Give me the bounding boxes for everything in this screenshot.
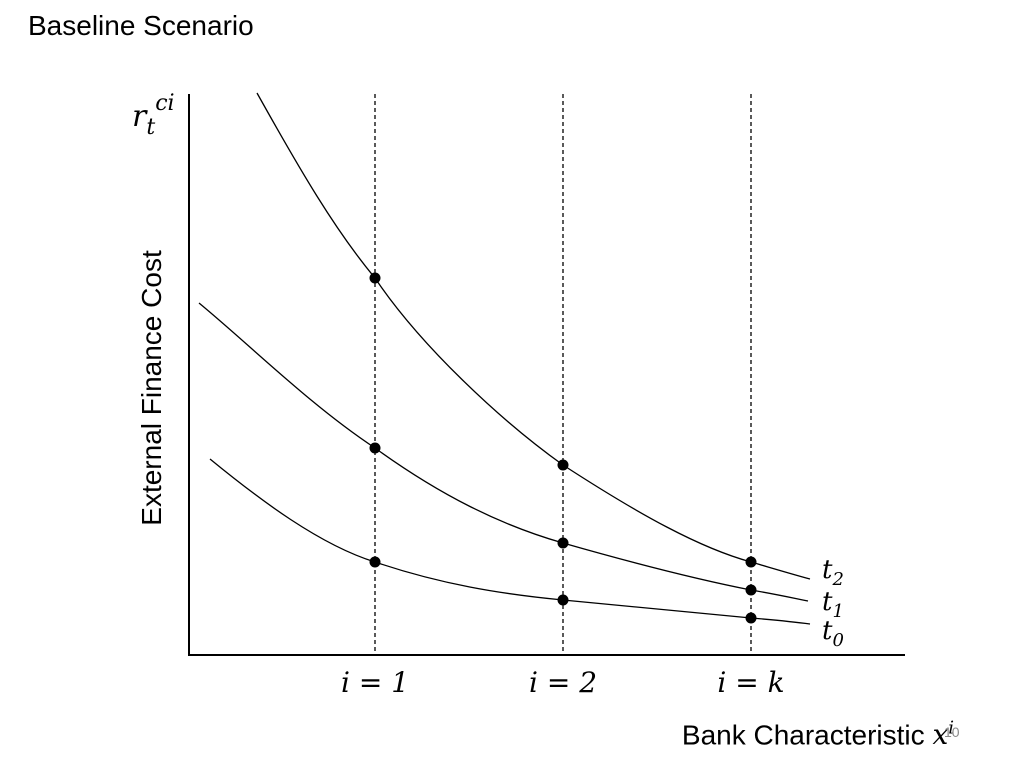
curve-label-t2-sub: 2: [831, 569, 843, 590]
curve-label-t0: t0: [822, 616, 844, 651]
y-axis-var-base: r: [132, 99, 148, 134]
curve-label-t1: t1: [822, 587, 844, 622]
curve-label-t2-base: t: [822, 555, 833, 585]
curve-label-t0-sub: 0: [832, 630, 843, 651]
point-t2-ik: [745, 556, 757, 568]
point-t0-i1: [369, 556, 381, 568]
point-t2-i2: [557, 459, 569, 471]
page-number: 10: [944, 724, 960, 740]
marker-i1: i = 1: [341, 666, 409, 699]
point-t1-i1: [369, 442, 381, 454]
x-axis-var-sup: i: [948, 718, 954, 739]
slide-title: Baseline Scenario: [28, 10, 254, 41]
marker-ik: i = k: [717, 666, 784, 699]
x-axis-label-text: Bank Characteristic: [681, 719, 925, 751]
x-axis-label: Bank Characteristic xi: [682, 718, 954, 751]
y-axis-variable: rtci: [132, 91, 175, 140]
curve-label-t2: t2: [822, 555, 844, 590]
point-t2-i1: [369, 272, 381, 284]
marker-i2: i = 2: [529, 666, 597, 699]
y-axis-var-sub: t: [146, 115, 155, 140]
y-axis-var-sup: ci: [155, 91, 174, 116]
point-t1-ik: [745, 584, 757, 596]
point-t0-ik: [745, 612, 757, 624]
curve-label-t1-base: t: [822, 587, 833, 617]
x-axis-variable: xi: [932, 718, 954, 751]
curve-t2: [256, 92, 811, 580]
point-t1-i2: [557, 537, 569, 549]
curve-t1: [198, 302, 809, 602]
x-axis-var-base: x: [932, 718, 949, 752]
point-t0-i2: [557, 594, 569, 606]
curve-label-t1-sub: 1: [832, 601, 843, 622]
curve-label-t0-base: t: [822, 616, 833, 646]
curve-t0: [209, 458, 811, 625]
